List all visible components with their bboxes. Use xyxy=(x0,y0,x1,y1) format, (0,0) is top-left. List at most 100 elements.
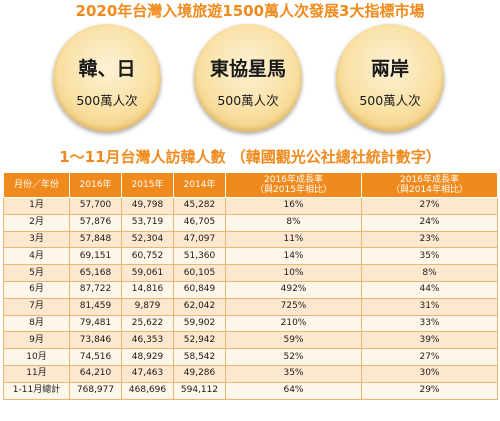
growth-cell: 35% xyxy=(225,364,362,383)
growth-cell: 59% xyxy=(225,331,362,350)
table-row: 4月 69,151 60,752 51,360 14% 35% xyxy=(3,247,498,266)
growth-cell: 64% xyxy=(225,381,362,400)
headline: 2020年台灣入境旅遊1500萬人次發展3大指標市場 xyxy=(75,2,425,20)
table-row: 9月 73,846 46,353 52,942 59% 39% xyxy=(3,331,498,350)
market-circle-korea-japan: 韓、日 500萬人次 xyxy=(53,24,161,132)
count-cell: 468,696 xyxy=(121,381,174,400)
count-cell: 81,459 xyxy=(69,297,122,316)
column-header: 2016年 xyxy=(69,172,122,198)
column-header: 2016年成長率 （與2014年相比） xyxy=(361,172,498,198)
count-cell: 87,722 xyxy=(69,280,122,299)
month-cell: 3月 xyxy=(3,230,70,249)
month-cell: 11月 xyxy=(3,364,70,383)
count-cell: 64,210 xyxy=(69,364,122,383)
market-name: 東協星馬 xyxy=(209,58,286,80)
count-cell: 57,848 xyxy=(69,230,122,249)
growth-cell: 14% xyxy=(225,247,362,266)
month-cell: 6月 xyxy=(3,280,70,299)
count-cell: 47,097 xyxy=(173,230,226,249)
count-cell: 57,876 xyxy=(69,213,122,232)
growth-cell: 30% xyxy=(361,364,498,383)
month-cell: 7月 xyxy=(3,297,70,316)
table-row: 11月 64,210 47,463 49,286 35% 30% xyxy=(3,364,498,383)
growth-cell: 11% xyxy=(225,230,362,249)
count-cell: 768,977 xyxy=(69,381,122,400)
column-header: 2015年 xyxy=(121,172,174,198)
growth-cell: 24% xyxy=(361,213,498,232)
count-cell: 52,942 xyxy=(173,331,226,350)
count-cell: 60,752 xyxy=(121,247,174,266)
count-cell: 45,282 xyxy=(173,197,226,215)
growth-cell: 16% xyxy=(225,197,362,215)
count-cell: 47,463 xyxy=(121,364,174,383)
growth-cell: 210% xyxy=(225,314,362,333)
visitor-table: 月份／年份 2016年 2015年 2014年 2016年成長率 （與2015年… xyxy=(3,172,498,400)
table-row: 2月 57,876 53,719 46,705 8% 24% xyxy=(3,213,498,232)
month-cell: 5月 xyxy=(3,264,70,282)
growth-cell: 39% xyxy=(361,331,498,350)
table-row: 6月 87,722 14,816 60,849 492% 44% xyxy=(3,280,498,299)
market-name: 兩岸 xyxy=(370,58,409,80)
growth-cell: 44% xyxy=(361,280,498,299)
growth-cell: 8% xyxy=(361,264,498,282)
month-cell: 4月 xyxy=(3,247,70,266)
count-cell: 58,542 xyxy=(173,348,226,366)
count-cell: 14,816 xyxy=(121,280,174,299)
growth-cell: 35% xyxy=(361,247,498,266)
market-circle-cross-strait: 兩岸 500萬人次 xyxy=(336,24,444,132)
count-cell: 51,360 xyxy=(173,247,226,266)
growth-cell: 33% xyxy=(361,314,498,333)
growth-cell: 31% xyxy=(361,297,498,316)
table-row: 7月 81,459 9,879 62,042 725% 31% xyxy=(3,297,498,316)
table-row: 3月 57,848 52,304 47,097 11% 23% xyxy=(3,230,498,249)
month-cell: 9月 xyxy=(3,331,70,350)
table-header-row: 月份／年份 2016年 2015年 2014年 2016年成長率 （與2015年… xyxy=(3,172,498,198)
market-circle-asean: 東協星馬 500萬人次 xyxy=(194,24,302,132)
count-cell: 62,042 xyxy=(173,297,226,316)
market-circles: 韓、日 500萬人次 東協星馬 500萬人次 兩岸 500萬人次 xyxy=(0,24,500,134)
count-cell: 65,168 xyxy=(69,264,122,282)
column-header: 2016年成長率 （與2015年相比） xyxy=(225,172,362,198)
count-cell: 73,846 xyxy=(69,331,122,350)
growth-cell: 27% xyxy=(361,348,498,366)
count-cell: 59,902 xyxy=(173,314,226,333)
month-cell: 1-11月總計 xyxy=(3,381,70,400)
growth-cell: 23% xyxy=(361,230,498,249)
count-cell: 48,929 xyxy=(121,348,174,366)
count-cell: 46,705 xyxy=(173,213,226,232)
table-row: 10月 74,516 48,929 58,542 52% 27% xyxy=(3,348,498,366)
count-cell: 59,061 xyxy=(121,264,174,282)
count-cell: 79,481 xyxy=(69,314,122,333)
table-body: 1月 57,700 49,798 45,282 16% 27% 2月 57,876 53,719… xyxy=(3,197,498,400)
table-row: 1月 57,700 49,798 45,282 16% 27% xyxy=(3,197,498,215)
growth-cell: 8% xyxy=(225,213,362,232)
table-row: 1-11月總計 768,977 468,696 594,112 64% 29% xyxy=(3,381,498,400)
column-header: 2014年 xyxy=(173,172,226,198)
count-cell: 52,304 xyxy=(121,230,174,249)
count-cell: 60,105 xyxy=(173,264,226,282)
growth-cell: 492% xyxy=(225,280,362,299)
market-target: 500萬人次 xyxy=(217,93,279,108)
count-cell: 594,112 xyxy=(173,381,226,400)
growth-cell: 27% xyxy=(361,197,498,215)
growth-cell: 52% xyxy=(225,348,362,366)
count-cell: 69,151 xyxy=(69,247,122,266)
count-cell: 49,798 xyxy=(121,197,174,215)
count-cell: 60,849 xyxy=(173,280,226,299)
table-title: 1～11月台灣人訪韓人數 （韓國觀光公社總社統計數字） xyxy=(59,148,441,166)
month-cell: 2月 xyxy=(3,213,70,232)
month-cell: 1月 xyxy=(3,197,70,215)
count-cell: 53,719 xyxy=(121,213,174,232)
count-cell: 25,622 xyxy=(121,314,174,333)
count-cell: 49,286 xyxy=(173,364,226,383)
market-target: 500萬人次 xyxy=(359,93,421,108)
count-cell: 57,700 xyxy=(69,197,122,215)
month-cell: 10月 xyxy=(3,348,70,366)
column-header: 月份／年份 xyxy=(3,172,70,198)
growth-cell: 29% xyxy=(361,381,498,400)
growth-cell: 725% xyxy=(225,297,362,316)
count-cell: 46,353 xyxy=(121,331,174,350)
count-cell: 9,879 xyxy=(121,297,174,316)
growth-cell: 10% xyxy=(225,264,362,282)
table-row: 8月 79,481 25,622 59,902 210% 33% xyxy=(3,314,498,333)
